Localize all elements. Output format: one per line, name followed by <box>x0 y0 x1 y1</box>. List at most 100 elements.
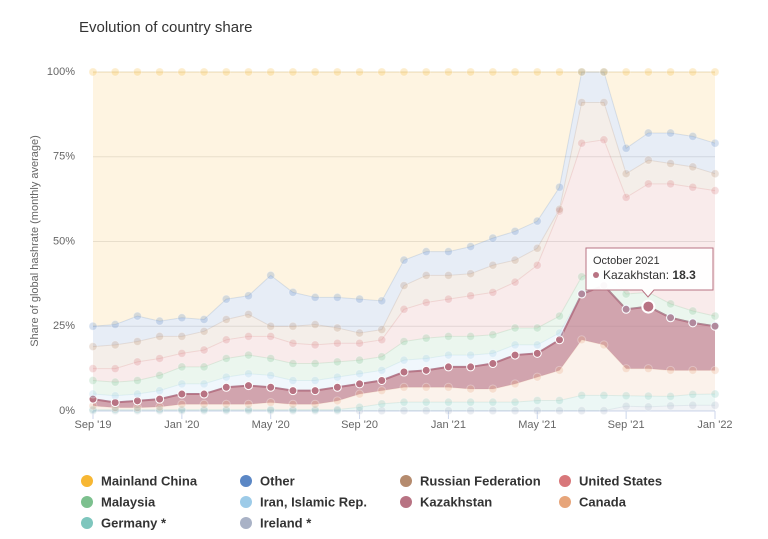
data-point <box>377 386 387 396</box>
legend-label[interactable]: Germany * <box>101 515 167 530</box>
legend-marker[interactable] <box>400 496 412 508</box>
data-point <box>555 406 564 416</box>
legend-marker[interactable] <box>240 475 252 487</box>
data-point <box>199 405 209 415</box>
area-line <box>92 71 716 327</box>
data-point <box>244 406 253 416</box>
data-point <box>155 316 165 326</box>
data-point <box>155 394 165 404</box>
legend-marker[interactable] <box>81 496 93 508</box>
area <box>93 339 715 410</box>
data-point <box>621 364 631 374</box>
data-point <box>132 337 142 347</box>
data-point <box>510 277 520 287</box>
data-point <box>132 375 142 385</box>
data-point <box>310 320 320 330</box>
data-point <box>599 390 609 400</box>
tooltip-series: Kazakhstan <box>603 268 666 282</box>
legend-label[interactable]: Kazakhstan <box>420 494 492 509</box>
data-point <box>666 299 676 309</box>
data-point <box>266 382 276 392</box>
data-point <box>177 67 187 77</box>
legend-label[interactable]: Other <box>260 473 295 488</box>
data-point <box>310 375 320 385</box>
legend-marker[interactable] <box>400 475 412 487</box>
legend-label[interactable]: Ireland * <box>260 515 312 530</box>
data-point <box>132 357 142 367</box>
data-point <box>332 396 342 406</box>
data-point <box>510 350 520 360</box>
data-point <box>710 400 720 410</box>
data-point <box>555 335 564 345</box>
area <box>93 394 715 411</box>
data-point <box>155 386 165 396</box>
data-point <box>510 397 520 407</box>
data-point <box>710 321 720 331</box>
data-point <box>310 292 320 302</box>
data-point <box>332 292 342 302</box>
area <box>93 268 715 396</box>
data-point <box>488 384 498 394</box>
data-point <box>555 395 564 405</box>
data-point <box>643 155 653 165</box>
data-point <box>155 331 165 341</box>
data-point <box>688 131 698 141</box>
data-point <box>532 67 542 77</box>
data-point <box>710 365 720 375</box>
data-point <box>266 331 276 341</box>
data-point <box>555 67 564 77</box>
data-point <box>244 350 253 360</box>
legend-label[interactable]: Malaysia <box>101 494 156 509</box>
data-point <box>221 399 231 409</box>
data-point <box>221 405 231 415</box>
legend-label[interactable]: Mainland China <box>101 473 198 488</box>
data-point <box>399 255 409 265</box>
data-point <box>288 321 298 331</box>
legend-label[interactable]: United States <box>579 473 662 488</box>
data-point <box>577 289 587 299</box>
data-point <box>177 405 187 415</box>
data-point <box>199 399 209 409</box>
legend-marker[interactable] <box>240 496 252 508</box>
data-point <box>88 67 98 77</box>
data-point <box>688 67 698 77</box>
y-tick-label: 100% <box>47 66 75 78</box>
data-point <box>355 328 365 338</box>
legend-marker[interactable] <box>559 475 571 487</box>
data-point <box>355 67 365 77</box>
data-point <box>399 304 409 314</box>
data-point <box>399 337 409 347</box>
legend-marker[interactable] <box>81 517 93 529</box>
legend-marker[interactable] <box>240 517 252 529</box>
data-point <box>221 382 231 392</box>
data-point <box>510 67 520 77</box>
data-point <box>532 243 542 253</box>
legend-marker[interactable] <box>81 475 93 487</box>
data-point <box>688 306 698 316</box>
data-point <box>577 138 587 148</box>
data-point <box>532 348 542 358</box>
data-point <box>443 331 453 341</box>
data-point <box>621 289 631 299</box>
area-line <box>93 139 716 370</box>
data-point <box>377 399 387 409</box>
data-point <box>577 406 587 416</box>
legend-marker[interactable] <box>559 496 571 508</box>
legend-label[interactable]: Russian Federation <box>420 473 541 488</box>
data-point <box>88 342 98 352</box>
x-tick-label: Jan '21 <box>431 419 466 431</box>
data-point <box>510 255 520 265</box>
data-point <box>466 242 476 252</box>
legend-label[interactable]: Iran, Islamic Rep. <box>260 494 367 509</box>
legend-label[interactable]: Canada <box>579 494 627 509</box>
data-point <box>377 375 387 385</box>
data-point <box>88 406 98 416</box>
data-point <box>577 98 587 108</box>
data-point <box>488 260 498 270</box>
data-point <box>488 406 498 416</box>
data-point <box>221 353 231 363</box>
data-point <box>621 67 631 77</box>
data-point <box>155 370 165 380</box>
data-point <box>555 328 564 338</box>
